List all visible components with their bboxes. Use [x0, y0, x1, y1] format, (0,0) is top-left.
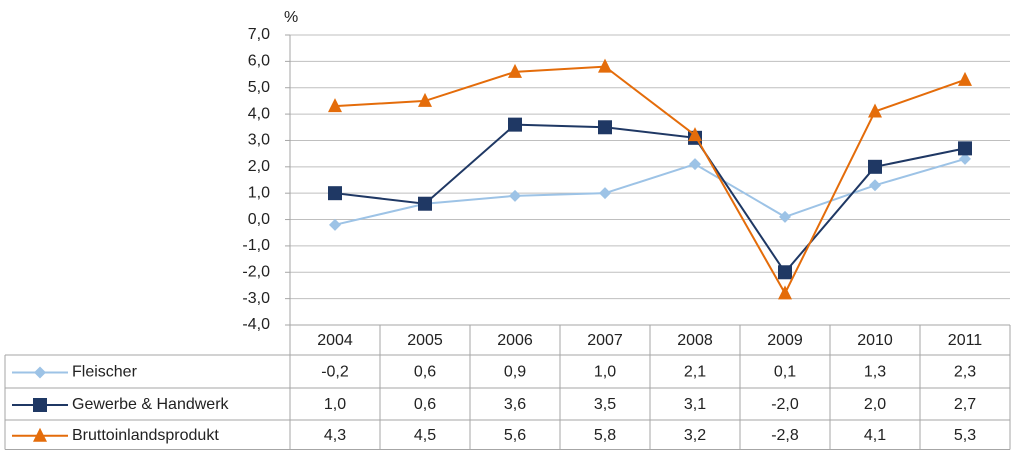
marker: [779, 210, 791, 223]
marker: [688, 127, 702, 142]
table-value: 2,7: [954, 396, 976, 413]
x-tick-label: 2007: [587, 332, 623, 349]
table-value: -0,2: [321, 364, 349, 381]
x-tick-label: 2010: [857, 332, 893, 349]
y-tick-label: 2,0: [248, 158, 270, 175]
marker: [329, 218, 341, 231]
y-tick-label: 0,0: [248, 211, 270, 228]
marker: [598, 58, 612, 73]
table-value: 0,9: [504, 364, 526, 381]
marker: [418, 196, 432, 211]
table-value: 5,8: [594, 427, 616, 444]
series-line: [334, 157, 966, 226]
x-tick-label: 2009: [767, 332, 803, 349]
marker: [33, 398, 47, 412]
y-tick-label: -1,0: [242, 237, 270, 254]
table-value: 3,2: [684, 427, 706, 444]
table-value: 1,0: [324, 396, 346, 413]
x-tick-label: 2011: [948, 332, 983, 349]
table-value: 0,6: [414, 396, 436, 413]
y-axis-unit: %: [284, 9, 298, 26]
marker: [509, 189, 521, 202]
table-value: 1,0: [594, 364, 616, 381]
y-tick-label: 7,0: [248, 26, 270, 43]
table-value: 2,1: [684, 364, 706, 381]
table-value: 0,6: [414, 364, 436, 381]
marker: [598, 120, 612, 135]
marker: [508, 117, 522, 132]
table-value: 4,1: [864, 427, 886, 444]
series-line: [334, 65, 966, 296]
y-tick-label: 5,0: [248, 79, 270, 96]
table-value: 1,3: [864, 364, 886, 381]
marker: [33, 427, 47, 442]
marker: [959, 152, 971, 165]
x-tick-label: 2008: [677, 332, 713, 349]
marker: [328, 98, 342, 113]
marker: [869, 179, 881, 192]
marker: [778, 265, 792, 280]
marker: [599, 187, 611, 200]
table-value: 5,6: [504, 427, 526, 444]
table-value: 3,1: [684, 396, 706, 413]
legend-label: Bruttoinlandsprodukt: [72, 427, 219, 444]
table-value: 5,3: [954, 427, 976, 444]
table-value: 4,5: [414, 427, 436, 444]
table-value: 4,3: [324, 427, 346, 444]
marker: [418, 92, 432, 107]
marker: [958, 141, 972, 156]
table-value: 2,3: [954, 364, 976, 381]
x-tick-label: 2005: [407, 332, 443, 349]
table-value: 3,5: [594, 396, 616, 413]
marker: [958, 71, 972, 86]
series-line: [334, 123, 966, 274]
table-value: 0,1: [774, 364, 796, 381]
marker: [328, 186, 342, 201]
y-tick-label: 1,0: [248, 184, 270, 201]
marker: [34, 366, 46, 379]
table-value: -2,8: [771, 427, 799, 444]
legend-label: Gewerbe & Handwerk: [72, 396, 230, 413]
x-tick-label: 2004: [317, 332, 353, 349]
marker: [508, 63, 522, 78]
table-value: 3,6: [504, 396, 526, 413]
legend-label: Fleischer: [72, 364, 138, 381]
table-value: 2,0: [864, 396, 886, 413]
y-tick-label: -2,0: [242, 263, 270, 280]
y-tick-label: 3,0: [248, 132, 270, 149]
y-tick-label: 6,0: [248, 53, 270, 70]
marker: [868, 159, 882, 174]
marker: [868, 103, 882, 118]
x-tick-label: 2006: [497, 332, 533, 349]
y-tick-label: 4,0: [248, 105, 270, 122]
marker: [778, 285, 792, 300]
table-value: -2,0: [771, 396, 799, 413]
y-tick-label: -3,0: [242, 290, 270, 307]
marker: [689, 158, 701, 171]
y-tick-label: -4,0: [242, 316, 270, 333]
